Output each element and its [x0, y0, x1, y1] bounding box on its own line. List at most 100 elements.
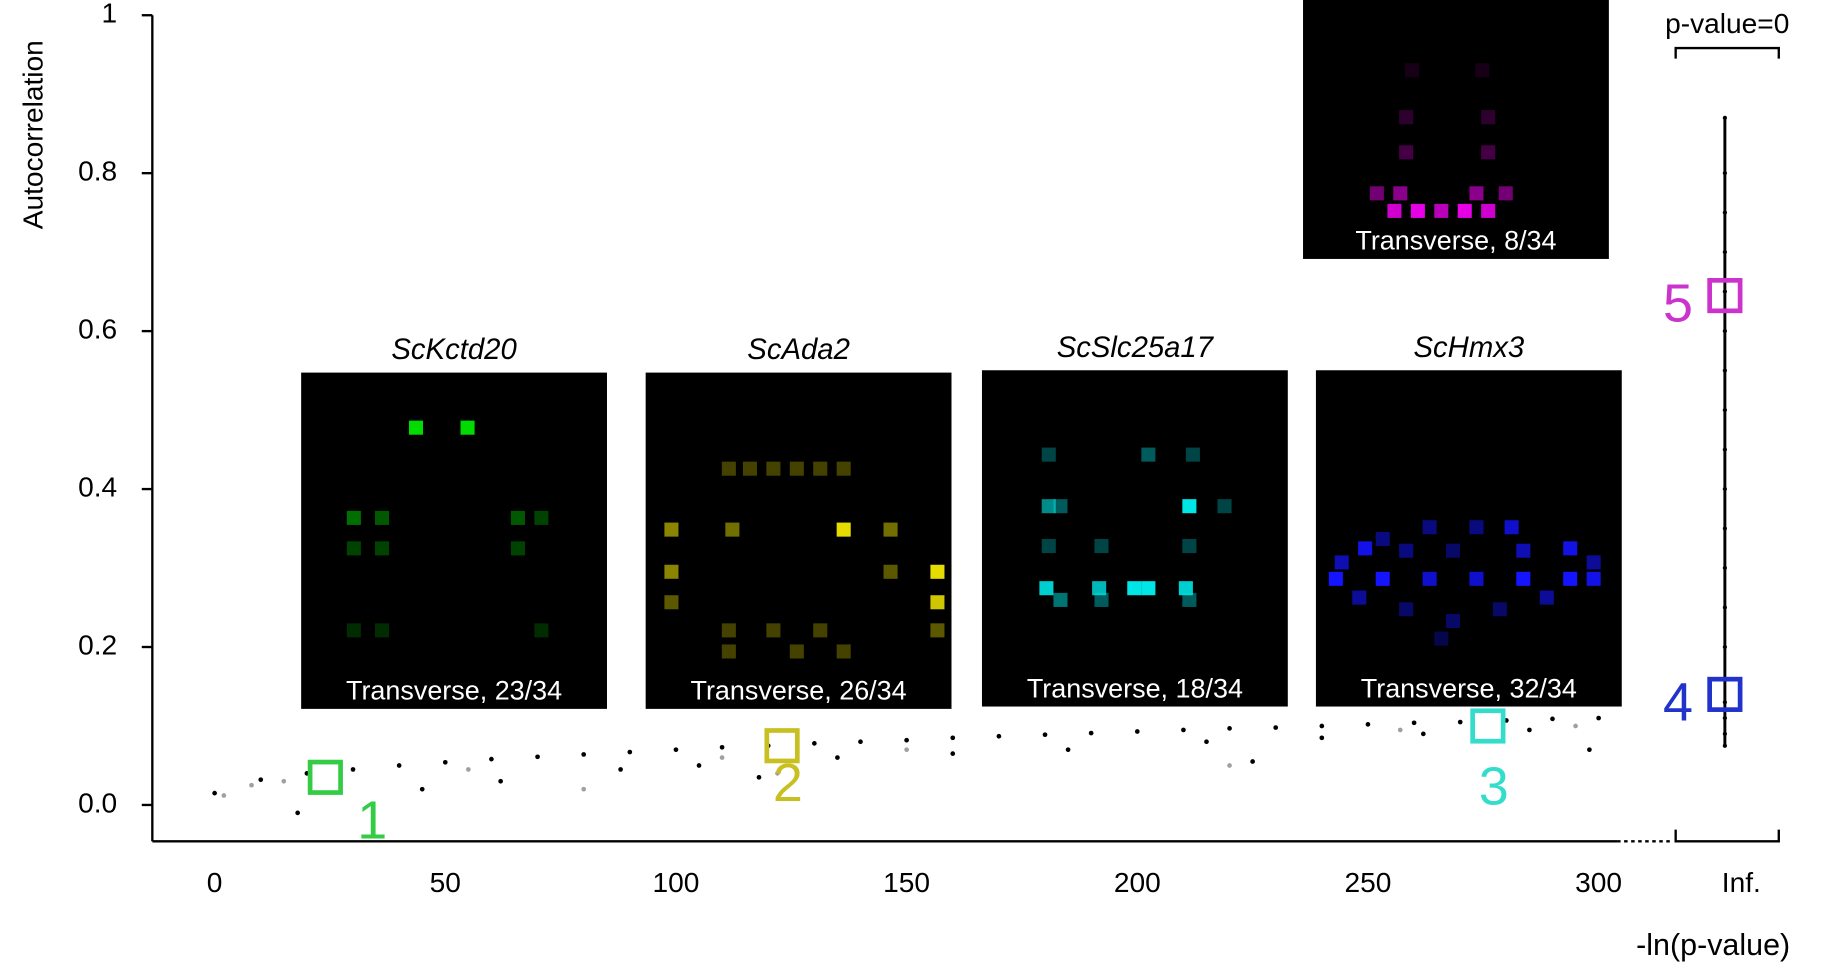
point	[720, 745, 725, 750]
x-tick-label: 250	[1345, 867, 1392, 898]
highlight-label: 3	[1479, 757, 1509, 817]
inset-pixel	[930, 623, 944, 637]
y-tick-label: 0.6	[78, 314, 117, 345]
inf-point	[1723, 329, 1727, 333]
inset-panel	[301, 373, 607, 709]
point	[221, 793, 226, 798]
inset-title: ScHmx3	[1414, 331, 1525, 364]
inf-point	[1723, 645, 1727, 649]
bottom-bracket	[1676, 830, 1779, 842]
point	[1319, 735, 1324, 740]
inset-pixel	[722, 644, 736, 658]
y-tick-label: 0.8	[78, 156, 117, 187]
inset-pixel	[1053, 499, 1067, 513]
inset-pixel	[664, 523, 678, 537]
inset-pixel	[1423, 572, 1437, 586]
point	[1412, 720, 1417, 725]
point	[950, 735, 955, 740]
inset-pixel	[1352, 591, 1366, 605]
inset-pixel	[1469, 186, 1483, 200]
inset-pixel	[1182, 539, 1196, 553]
inf-point	[1723, 447, 1727, 451]
inset-pixel	[884, 523, 898, 537]
point	[697, 763, 702, 768]
inset-pixel	[725, 523, 739, 537]
chart: Autocorrelation -ln(p-value) p-value=0 I…	[0, 0, 1828, 969]
inset-pixel	[664, 595, 678, 609]
inset-pixel	[1505, 520, 1519, 534]
point	[812, 741, 817, 746]
point	[498, 779, 503, 784]
inset-pixel	[1399, 544, 1413, 558]
inset-pixel	[347, 623, 361, 637]
inf-point	[1723, 605, 1727, 609]
inset-pixel	[1094, 539, 1108, 553]
inf-tick-label: Inf.	[1722, 867, 1761, 898]
inset-pixel	[766, 623, 780, 637]
point	[627, 750, 632, 755]
point	[1227, 763, 1232, 768]
inset-pixel	[1563, 572, 1577, 586]
inset-pixel	[1329, 572, 1343, 586]
y-tick-label: 0.2	[78, 629, 117, 660]
x-tick-label: 100	[652, 867, 699, 898]
inset-pixel	[1141, 581, 1155, 595]
inf-point	[1723, 290, 1727, 294]
point	[420, 787, 425, 792]
highlight-label: 4	[1663, 672, 1693, 732]
point	[757, 775, 762, 780]
point	[1550, 717, 1555, 722]
inf-point	[1723, 368, 1727, 372]
inset-caption: Transverse, 18/34	[1027, 673, 1243, 703]
inset-pixel	[1335, 555, 1349, 569]
inset-pixel	[1446, 614, 1460, 628]
point	[618, 767, 623, 772]
point	[581, 752, 586, 757]
inset-pixel	[1141, 448, 1155, 462]
inset-pixel	[1434, 632, 1448, 646]
inset-panel	[1303, 0, 1609, 259]
inset-pixel	[1516, 572, 1530, 586]
highlight-label: 2	[773, 753, 803, 813]
inset-pixel	[1186, 448, 1200, 462]
inset-pixel	[1399, 110, 1413, 124]
inset-pixel	[1587, 572, 1601, 586]
point	[904, 747, 909, 752]
y-tick-label: 0.4	[78, 471, 117, 502]
highlight-label: 1	[357, 790, 387, 850]
highlight-box	[1473, 711, 1503, 741]
point	[1181, 728, 1186, 733]
inset-pixel	[790, 644, 804, 658]
point	[1319, 724, 1324, 729]
inf-point	[1723, 526, 1727, 530]
inset-pixel	[1587, 555, 1601, 569]
inset-pixel	[837, 462, 851, 476]
point	[835, 755, 840, 760]
inset-pixel	[534, 623, 548, 637]
inset-pixel	[722, 462, 736, 476]
point	[904, 738, 909, 743]
inset-caption: Transverse, 8/34	[1355, 226, 1556, 256]
point	[950, 751, 955, 756]
point	[489, 757, 494, 762]
point	[720, 755, 725, 760]
point	[1043, 732, 1048, 737]
point	[1527, 728, 1532, 733]
inset-pixel	[1481, 204, 1495, 218]
inset-pixel	[1411, 204, 1425, 218]
point	[858, 739, 863, 744]
point	[212, 791, 217, 796]
inset-pixel	[1370, 186, 1384, 200]
inset-pixel	[1094, 593, 1108, 607]
inset-title: ScKctd20	[391, 333, 517, 366]
y-tick-label: 1	[102, 0, 118, 29]
inset-pixel	[375, 623, 389, 637]
inset-pixel	[664, 565, 678, 579]
point	[1366, 722, 1371, 727]
top-bracket	[1676, 48, 1779, 59]
point	[1066, 747, 1071, 752]
inf-point	[1723, 487, 1727, 491]
inset-pixel	[743, 462, 757, 476]
inset-pixel	[884, 565, 898, 579]
inset-pixel	[1423, 520, 1437, 534]
